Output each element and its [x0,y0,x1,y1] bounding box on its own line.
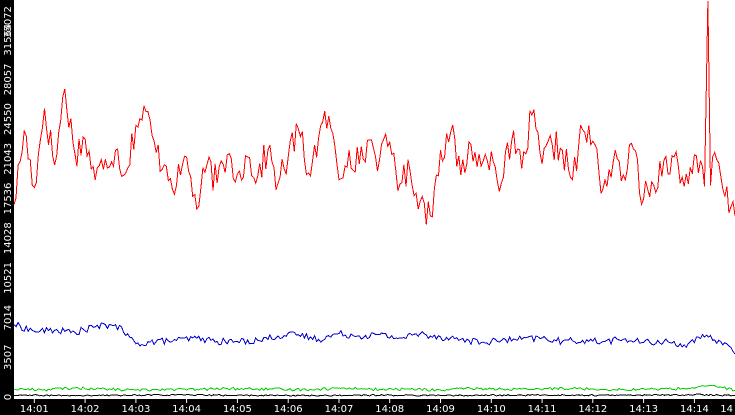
x-tick-label: 14:14 [680,404,709,415]
y-axis-ticks: 0 3507 7014 10521 14028 17536 21043 24550 28057 3… [3,6,14,400]
y-tick-label: 28057 [3,63,14,95]
series-line-2 [13,321,735,355]
y-tick-label: 21043 [3,143,14,175]
x-tick-label: 14:12 [578,404,607,415]
y-tick-label: 14028 [3,222,14,254]
y-tick-label: 17536 [3,183,14,215]
y-tick-label: 35072 [3,6,14,38]
y-tick-label: 7014 [3,305,14,330]
series-line-1 [13,0,735,225]
x-tick-label: 14:07 [325,404,354,415]
x-axis-band [14,399,735,415]
y-axis-band [0,0,14,415]
x-tick-label: 14:13 [629,404,658,415]
series-line-3 [13,384,735,392]
x-tick-label: 14 [720,404,733,415]
x-tick-label: 14:05 [223,404,252,415]
x-tick-label: 14:04 [172,404,201,415]
x-axis-ticks: 14:01 14:02 14:03 14:04 14:05 14:06 14:07 14:08… [20,399,733,415]
y-tick-label: 24550 [3,103,14,135]
y-tick-label: 0 [3,394,14,400]
series-line-4 [13,393,735,397]
x-tick-label: 14:01 [20,404,49,415]
x-tick-label: 14:02 [71,404,100,415]
y-tick-label: 3507 [3,345,14,370]
x-tick-label: 14:03 [121,404,150,415]
y-tick-label: 31564 [3,24,14,56]
x-tick-label: 14:09 [426,404,455,415]
x-tick-label: 14:11 [528,404,557,415]
series-layer [13,0,735,397]
x-tick-label: 14:10 [477,404,506,415]
x-tick-label: 14:06 [274,404,303,415]
x-tick-label: 14:08 [375,404,404,415]
y-tick-label: 10521 [3,262,14,294]
